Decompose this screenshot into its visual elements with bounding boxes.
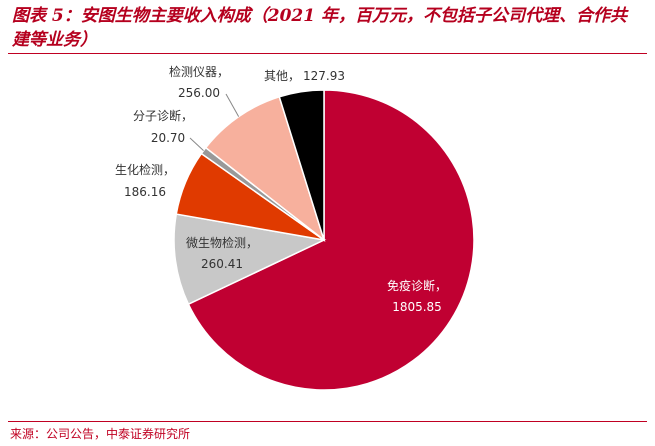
label-microbiology-value: 260.41 (201, 257, 243, 271)
label-other-name: 其他， (264, 69, 300, 83)
chart-title: 图表 5：安图生物主要收入构成（2021 年，百万元，不包括子公司代理、合作共建… (12, 6, 627, 50)
pie-slice-other (278, 89, 325, 241)
pie-slice-microbiology (173, 213, 327, 306)
label-biochemistry-name: 生化检测， (115, 162, 175, 177)
leader-line-instruments (225, 93, 240, 117)
label-instruments-value: 256.00 (178, 86, 220, 100)
top-divider (8, 53, 647, 54)
label-microbiology-name: 微生物检测， (186, 235, 258, 250)
pie-slice-instruments (204, 95, 326, 243)
label-immunodiagnostics-value: 1805.85 (392, 300, 442, 314)
label-biochemistry-value: 186.16 (124, 185, 166, 199)
label-molecular-name: 分子诊断， (133, 108, 193, 123)
label-other-value: 127.93 (303, 69, 345, 83)
label-instruments-name: 检测仪器， (169, 64, 229, 79)
label-immunodiagnostics-name: 免疫诊断， (387, 278, 447, 293)
pie-slice-immunodiagnostics (187, 89, 475, 391)
leader-line-molecular (189, 137, 204, 151)
source-note: 来源：公司公告，中泰证券研究所 (10, 427, 191, 441)
bottom-divider (8, 421, 647, 422)
label-molecular-value: 20.70 (151, 131, 185, 145)
